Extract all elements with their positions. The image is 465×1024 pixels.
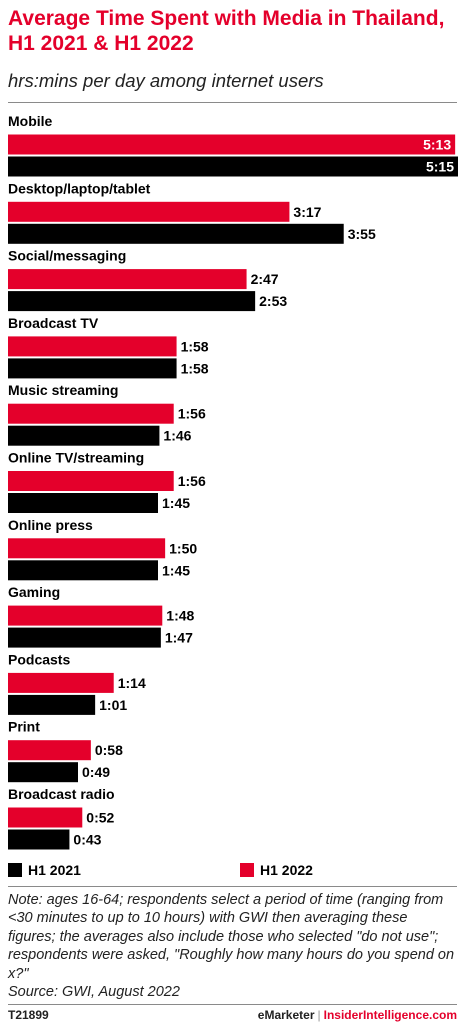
bar-h1-2022 xyxy=(8,672,114,693)
legend-label: H1 2021 xyxy=(28,862,81,878)
data-label: 0:58 xyxy=(95,742,123,758)
category-label: Music streaming xyxy=(8,382,118,398)
data-label: 3:55 xyxy=(348,226,376,242)
footer-brand: eMarketer | InsiderIntelligence.com xyxy=(258,1008,457,1022)
chart-title: Average Time Spent with Media in Thailan… xyxy=(8,7,445,55)
category-label: Podcasts xyxy=(8,651,70,667)
category-label: Print xyxy=(8,719,40,735)
footer-divider xyxy=(8,1004,457,1005)
bar-h1-2022 xyxy=(8,471,174,491)
category-label: Online TV/streaming xyxy=(8,450,144,466)
data-label: 1:50 xyxy=(169,540,197,556)
bar-h1-2021 xyxy=(8,425,160,446)
data-label: 1:58 xyxy=(181,338,209,354)
data-label: 1:56 xyxy=(178,473,206,489)
category-label: Broadcast TV xyxy=(8,315,99,331)
bar-h1-2021 xyxy=(8,358,177,379)
bar-h1-2022 xyxy=(8,740,91,761)
category-label: Desktop/laptop/tablet xyxy=(8,180,151,196)
data-label: 1:58 xyxy=(181,360,209,376)
bar-h1-2021 xyxy=(8,694,96,715)
data-label: 0:52 xyxy=(86,810,114,826)
chart-subtitle: hrs:mins per day among internet users xyxy=(8,70,324,91)
bar-h1-2021 xyxy=(8,493,158,513)
bar-h1-2022 xyxy=(8,201,290,222)
data-label: 5:13 xyxy=(423,137,451,153)
bar-chart: Mobile 5:13 5:15 Desktop/laptop/tablet 3:17 3… xyxy=(8,113,458,850)
data-label: 0:49 xyxy=(82,764,110,780)
chart-id: T21899 xyxy=(8,1008,49,1022)
bar-h1-2021 xyxy=(8,223,344,244)
data-label: 5:15 xyxy=(426,159,454,175)
data-label: 2:53 xyxy=(259,293,287,309)
bar-h1-2021 xyxy=(8,627,161,648)
bar-h1-2021 xyxy=(8,762,78,783)
data-label: 1:45 xyxy=(162,562,190,578)
legend-swatch-black xyxy=(8,863,22,877)
category-label: Mobile xyxy=(8,113,53,129)
bar-h1-2021 xyxy=(8,829,70,850)
data-label: 1:47 xyxy=(165,630,193,646)
bar-h1-2021 xyxy=(8,156,458,177)
bar-h1-2022 xyxy=(8,269,247,290)
bar-h1-2022 xyxy=(8,403,174,424)
data-label: 1:56 xyxy=(178,406,206,422)
category-label: Gaming xyxy=(8,584,60,600)
bar-h1-2022 xyxy=(8,336,177,357)
bar-h1-2021 xyxy=(8,291,256,312)
data-label: 1:01 xyxy=(99,697,127,713)
data-label: 2:47 xyxy=(251,271,279,287)
chart-source: Source: GWI, August 2022 xyxy=(8,984,180,1000)
legend-item-h1-2022: H1 2022 xyxy=(240,862,313,878)
bar-h1-2022 xyxy=(8,605,163,626)
bar-h1-2022 xyxy=(8,134,456,155)
bar-h1-2021 xyxy=(8,560,158,581)
chart-legend: H1 2021 H1 2022 xyxy=(8,862,458,880)
top-divider xyxy=(8,102,457,103)
data-label: 0:43 xyxy=(73,832,101,848)
legend-label: H1 2022 xyxy=(260,862,313,878)
data-label: 1:45 xyxy=(162,495,190,511)
legend-swatch-red xyxy=(240,863,254,877)
data-label: 1:14 xyxy=(118,675,146,691)
legend-item-h1-2021: H1 2021 xyxy=(8,862,81,878)
bar-h1-2022 xyxy=(8,807,83,828)
data-label: 3:17 xyxy=(293,204,321,220)
category-label: Broadcast radio xyxy=(8,786,115,802)
category-label: Online press xyxy=(8,517,93,533)
category-label: Social/messaging xyxy=(8,248,126,264)
brand-separator: | xyxy=(317,1008,321,1022)
brand-emarketer: eMarketer xyxy=(257,1008,315,1022)
bar-h1-2022 xyxy=(8,538,166,559)
legend-divider xyxy=(8,886,457,887)
data-label: 1:46 xyxy=(163,428,191,444)
brand-insider-intelligence: InsiderIntelligence.com xyxy=(323,1008,457,1022)
chart-note: Note: ages 16-64; respondents select a p… xyxy=(8,892,455,982)
data-label: 1:48 xyxy=(166,608,194,624)
